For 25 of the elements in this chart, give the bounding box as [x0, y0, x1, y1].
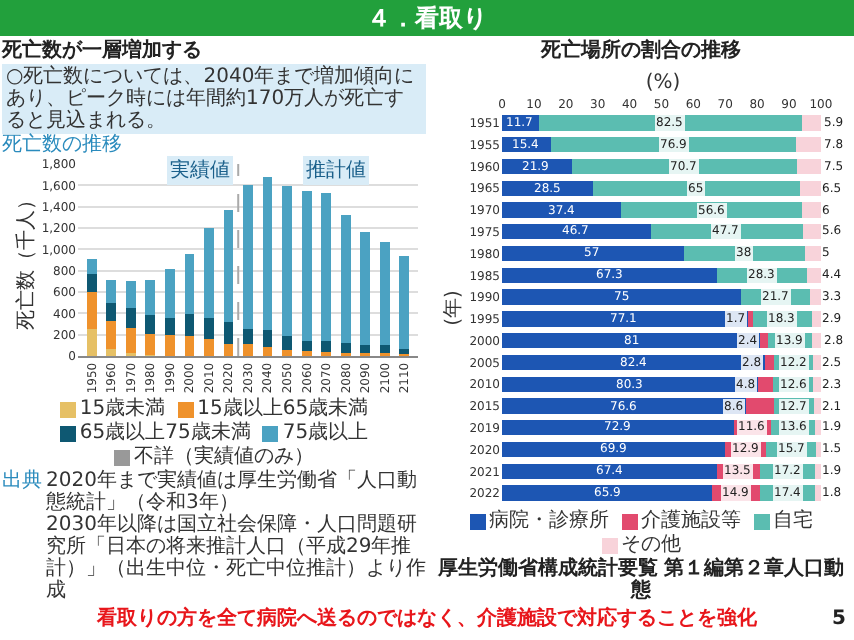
- text: 死亡数の推移: [2, 134, 124, 156]
- y-axis-title: 死亡数（千人）: [13, 190, 38, 330]
- y-axis-title: (年): [441, 290, 466, 326]
- chart-title: 死亡場所の割合の推移: [538, 40, 743, 64]
- annotation: 実績値: [170, 158, 230, 182]
- annotation: 推計値: [306, 158, 366, 182]
- legend-label: 15歳未満: [79, 398, 166, 420]
- legend-label: 75歳以上: [282, 422, 369, 444]
- text: 5: [832, 606, 846, 634]
- text: 看取りの方を全て病院へ送るのではなく、介護施設で対応することを強化: [97, 608, 757, 630]
- legend-label: 65歳以上75歳未満: [79, 422, 251, 444]
- legend-label: 不詳（実績値のみ）: [134, 446, 314, 468]
- chart-title: 死亡数が一層増加する: [2, 40, 204, 64]
- legend-label: 病院・診療所: [489, 510, 609, 532]
- legend-label: 自宅: [773, 510, 813, 532]
- legend-label: 15歳以上65歳未満: [197, 398, 369, 420]
- text: 出典: [2, 470, 44, 496]
- chart-subtitle: ○死亡数については、2040年まで増加傾向にあり、ピーク時には年間約170万人が死亡すると見込まれる。: [2, 64, 426, 134]
- x-axis-title: (%): [645, 71, 681, 94]
- text: 2030年以降は国立社会保障・人口問題研究所「日本の将来推計人口（平成29年推計）」（出生中位・死亡中位推計）より作成: [46, 514, 426, 602]
- legend-label: その他: [621, 534, 681, 556]
- text: 2020年まで実績値は厚生労働省「人口動態統計」（令和3年）: [46, 470, 419, 514]
- legend-label: 介護施設等: [641, 510, 741, 532]
- text: ４．看取り: [0, 0, 854, 36]
- text: 厚生労働省構成統計要覧 第１編第２章人口動態: [435, 558, 847, 602]
